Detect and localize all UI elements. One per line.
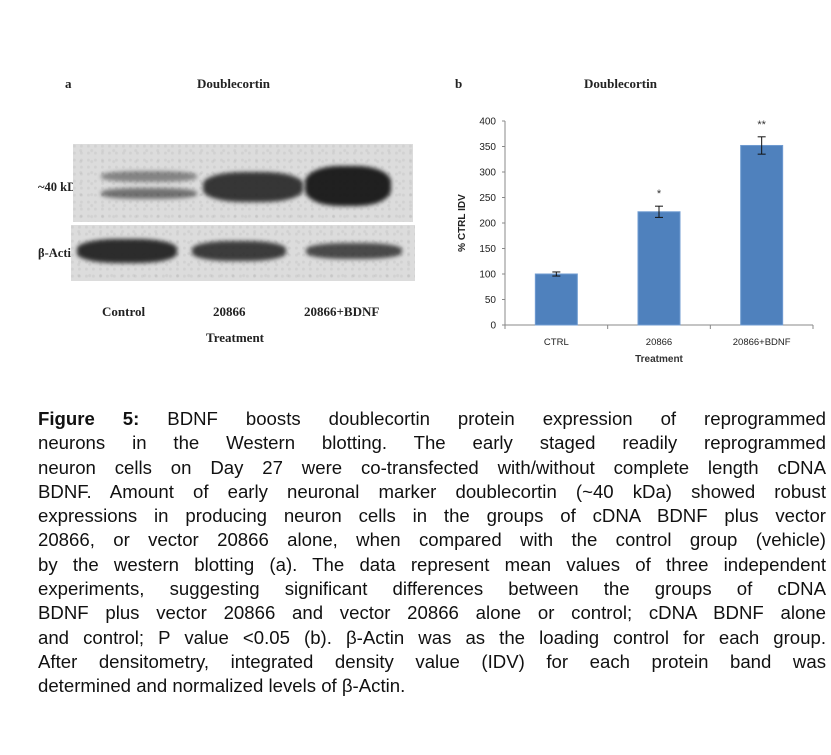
caption-line: determined and normalized levels of β-Ac… bbox=[38, 675, 406, 697]
panel-a-letter: a bbox=[65, 76, 72, 91]
y-tick-label: 400 bbox=[479, 117, 496, 128]
significance-marker: * bbox=[657, 188, 662, 200]
panel-a-title: Doublecortin bbox=[197, 76, 270, 91]
caption-line: 20866, or vector 20866 alone, when compa… bbox=[38, 529, 826, 551]
y-tick-label: 250 bbox=[479, 193, 496, 204]
y-tick-label: 150 bbox=[479, 244, 496, 255]
bar-ctrl bbox=[534, 273, 578, 326]
row-label-doublecortin: ~40 kDa bbox=[38, 180, 83, 194]
y-tick-label: 0 bbox=[490, 321, 496, 332]
panel-b-letter: b bbox=[455, 76, 463, 91]
row-label-actin: β-Actin bbox=[38, 246, 78, 260]
lane-label-control: Control bbox=[102, 304, 146, 319]
blot-doublecortin bbox=[73, 144, 413, 222]
caption-label: Figure 5: bbox=[38, 408, 140, 429]
band bbox=[101, 171, 197, 182]
y-tick-label: 200 bbox=[479, 219, 496, 230]
caption-line: experiments, suggesting significant diff… bbox=[38, 578, 826, 600]
bar-20866 bbox=[637, 211, 681, 326]
x-axis-label: Treatment bbox=[635, 354, 683, 365]
y-axis-label: % CTRL IDV bbox=[457, 194, 468, 252]
y-tick-label: 100 bbox=[479, 270, 496, 281]
x-tick-label: CTRL bbox=[544, 337, 569, 348]
caption-line: expressions in producing neuron cells in… bbox=[38, 505, 826, 527]
y-tick-label: 350 bbox=[479, 142, 496, 153]
caption-line: Figure 5: BDNF boosts doublecortin prote… bbox=[38, 408, 827, 429]
band bbox=[101, 188, 197, 199]
lane-label-20866-bdnf: 20866+BDNF bbox=[304, 304, 380, 319]
y-tick-label: 300 bbox=[479, 168, 496, 179]
caption-line: BDNF plus vector 20866 and vector 20866 … bbox=[38, 602, 826, 624]
band bbox=[203, 172, 303, 202]
bar-20866-bdnf bbox=[740, 144, 784, 326]
caption-line: neurons in the Western blotting. The ear… bbox=[38, 432, 826, 454]
significance-marker: ** bbox=[757, 119, 766, 131]
caption-line: After densitometry, integrated density v… bbox=[38, 650, 826, 672]
band bbox=[77, 239, 177, 263]
panel-a-xlabel: Treatment bbox=[206, 330, 264, 345]
caption-line: neuron cells on Day 27 were co-transfect… bbox=[38, 456, 826, 478]
lane-label-20866: 20866 bbox=[213, 304, 246, 319]
band bbox=[305, 166, 391, 206]
caption-line: BDNF. Amount of early neuronal marker do… bbox=[38, 480, 826, 502]
caption-line: by the western blotting (a). The data re… bbox=[38, 553, 826, 575]
band bbox=[192, 241, 286, 261]
blot-actin bbox=[71, 225, 415, 281]
x-tick-label: 20866 bbox=[646, 337, 672, 348]
band bbox=[306, 243, 402, 259]
x-tick-label: 20866+BDNF bbox=[733, 337, 791, 348]
figure-caption: Figure 5: BDNF boosts doublecortin prote… bbox=[38, 407, 826, 699]
panel-b-title: Doublecortin bbox=[584, 76, 657, 91]
y-tick-label: 50 bbox=[485, 295, 497, 306]
bar-chart: 0 50 100 150 200 250 300 350 400 CTRL * 20866 ** 2086… bbox=[457, 117, 814, 365]
caption-line: and control; P value <0.05 (b). β-Actin … bbox=[38, 626, 826, 648]
